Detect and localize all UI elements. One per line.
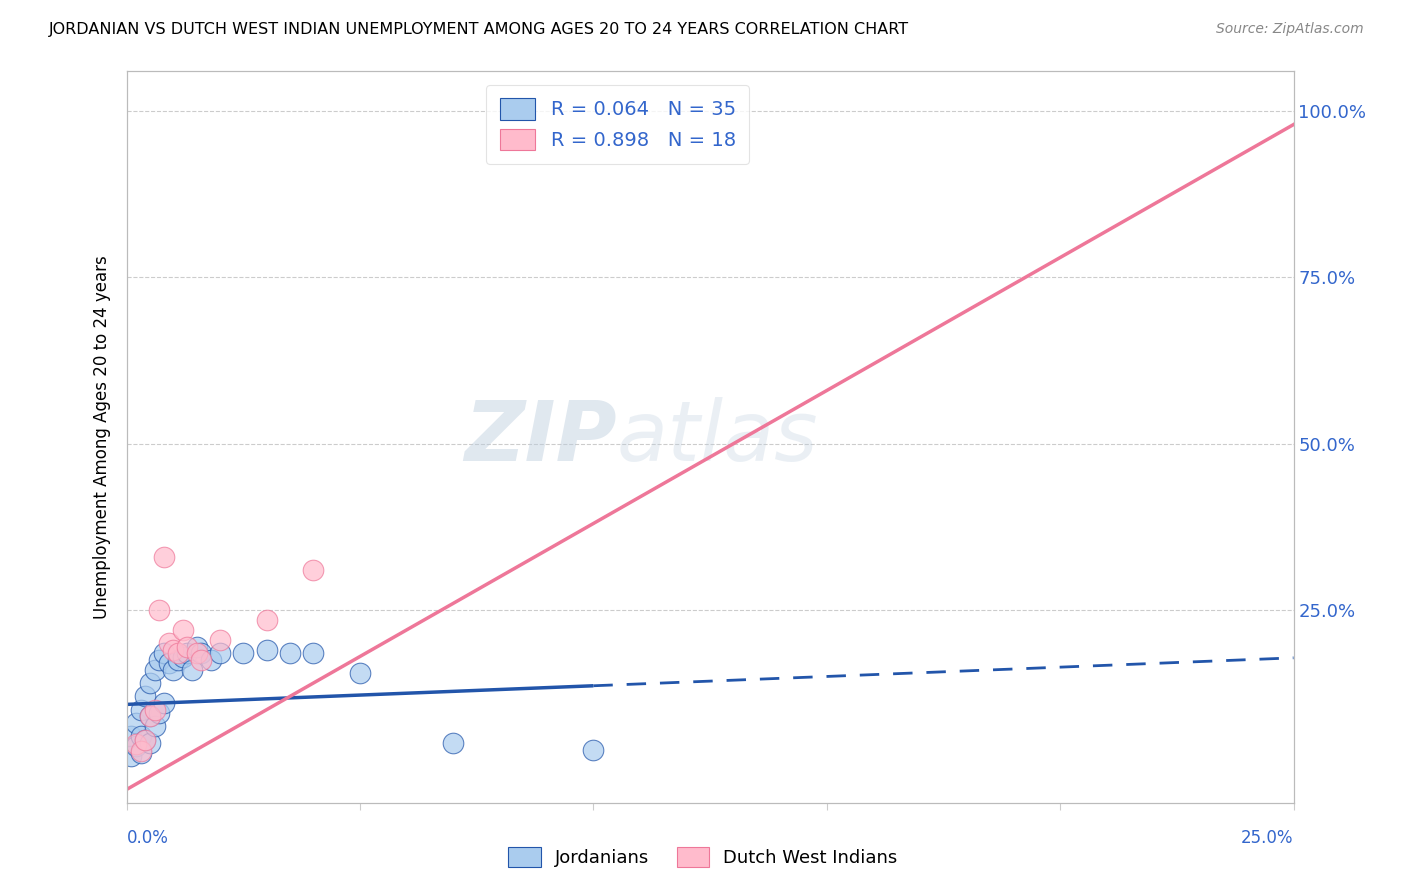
Point — [129, 746, 152, 760]
Point — [148, 603, 170, 617]
Point — [153, 646, 176, 660]
Point — [125, 737, 148, 751]
Legend: Jordanians, Dutch West Indians: Jordanians, Dutch West Indians — [501, 839, 905, 874]
Text: Source: ZipAtlas.com: Source: ZipAtlas.com — [1216, 22, 1364, 37]
Point — [139, 709, 162, 723]
Legend: R = 0.064   N = 35, R = 0.898   N = 18: R = 0.064 N = 35, R = 0.898 N = 18 — [486, 85, 749, 164]
Point — [180, 663, 202, 677]
Point — [157, 636, 180, 650]
Point — [176, 640, 198, 654]
Point — [134, 732, 156, 747]
Point — [190, 653, 212, 667]
Point — [302, 563, 325, 577]
Point — [441, 736, 464, 750]
Point — [139, 709, 162, 723]
Point — [186, 640, 208, 654]
Point — [125, 739, 148, 754]
Text: 0.0%: 0.0% — [127, 829, 169, 847]
Point — [134, 732, 156, 747]
Point — [302, 646, 325, 660]
Text: atlas: atlas — [617, 397, 818, 477]
Y-axis label: Unemployment Among Ages 20 to 24 years: Unemployment Among Ages 20 to 24 years — [93, 255, 111, 619]
Point — [153, 696, 176, 710]
Point — [167, 646, 190, 660]
Point — [139, 676, 162, 690]
Point — [129, 729, 152, 743]
Point — [148, 706, 170, 720]
Point — [582, 742, 605, 756]
Point — [153, 549, 176, 564]
Point — [134, 690, 156, 704]
Point — [278, 646, 301, 660]
Point — [200, 653, 222, 667]
Point — [125, 716, 148, 731]
Point — [157, 656, 180, 670]
Point — [172, 649, 194, 664]
Point — [129, 744, 152, 758]
Point — [120, 749, 142, 764]
Point — [143, 719, 166, 733]
Point — [256, 643, 278, 657]
Point — [190, 646, 212, 660]
Point — [143, 703, 166, 717]
Point — [172, 623, 194, 637]
Point — [176, 646, 198, 660]
Point — [120, 729, 142, 743]
Point — [162, 643, 184, 657]
Point — [186, 646, 208, 660]
Point — [148, 653, 170, 667]
Point — [167, 653, 190, 667]
Point — [139, 736, 162, 750]
Point — [208, 646, 231, 660]
Text: 25.0%: 25.0% — [1241, 829, 1294, 847]
Point — [349, 666, 371, 681]
Text: ZIP: ZIP — [464, 397, 617, 477]
Point — [162, 663, 184, 677]
Point — [143, 663, 166, 677]
Text: JORDANIAN VS DUTCH WEST INDIAN UNEMPLOYMENT AMONG AGES 20 TO 24 YEARS CORRELATIO: JORDANIAN VS DUTCH WEST INDIAN UNEMPLOYM… — [49, 22, 910, 37]
Point — [232, 646, 254, 660]
Point — [256, 613, 278, 627]
Point — [129, 703, 152, 717]
Point — [208, 632, 231, 647]
